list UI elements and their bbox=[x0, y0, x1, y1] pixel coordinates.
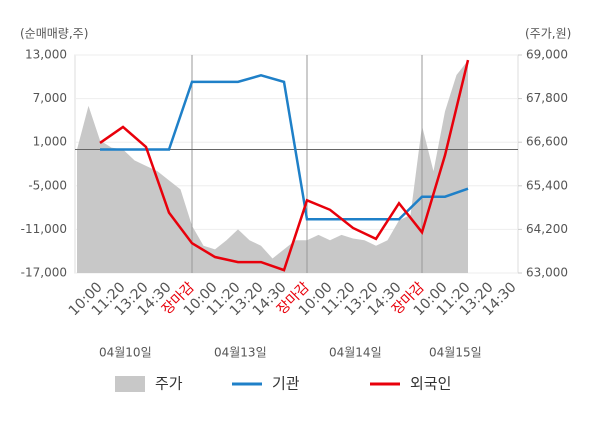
y-tick-label: 1,000 bbox=[33, 135, 67, 149]
legend-label: 기관 bbox=[272, 375, 300, 393]
series-line bbox=[99, 59, 470, 272]
y2-tick-label: 65,400 bbox=[526, 178, 568, 192]
date-label: 04월10일 bbox=[99, 346, 152, 360]
y-tick-label: -5,000 bbox=[28, 178, 67, 192]
y-tick-label: 7,000 bbox=[33, 91, 67, 105]
date-label: 04월13일 bbox=[214, 346, 267, 360]
date-label: 04월14일 bbox=[329, 346, 382, 360]
legend-label: 주가 bbox=[155, 375, 183, 393]
legend-label: 외국인 bbox=[410, 375, 451, 393]
y-tick-label: -11,000 bbox=[21, 222, 67, 236]
legend-swatch bbox=[115, 376, 145, 392]
y2-axis-label: (주가,원) bbox=[525, 27, 571, 41]
y-tick-label: -17,000 bbox=[21, 266, 67, 280]
price-area bbox=[77, 60, 468, 274]
y-tick-label: 13,000 bbox=[25, 48, 67, 62]
date-label: 04월15일 bbox=[429, 346, 482, 360]
y2-tick-label: 63,000 bbox=[526, 266, 568, 280]
y2-tick-label: 67,800 bbox=[526, 91, 568, 105]
y2-tick-label: 64,200 bbox=[526, 222, 568, 236]
y-axis-label: (순매매량,주) bbox=[20, 27, 88, 41]
y2-tick-label: 66,600 bbox=[526, 135, 568, 149]
y2-tick-label: 69,000 bbox=[526, 48, 568, 62]
